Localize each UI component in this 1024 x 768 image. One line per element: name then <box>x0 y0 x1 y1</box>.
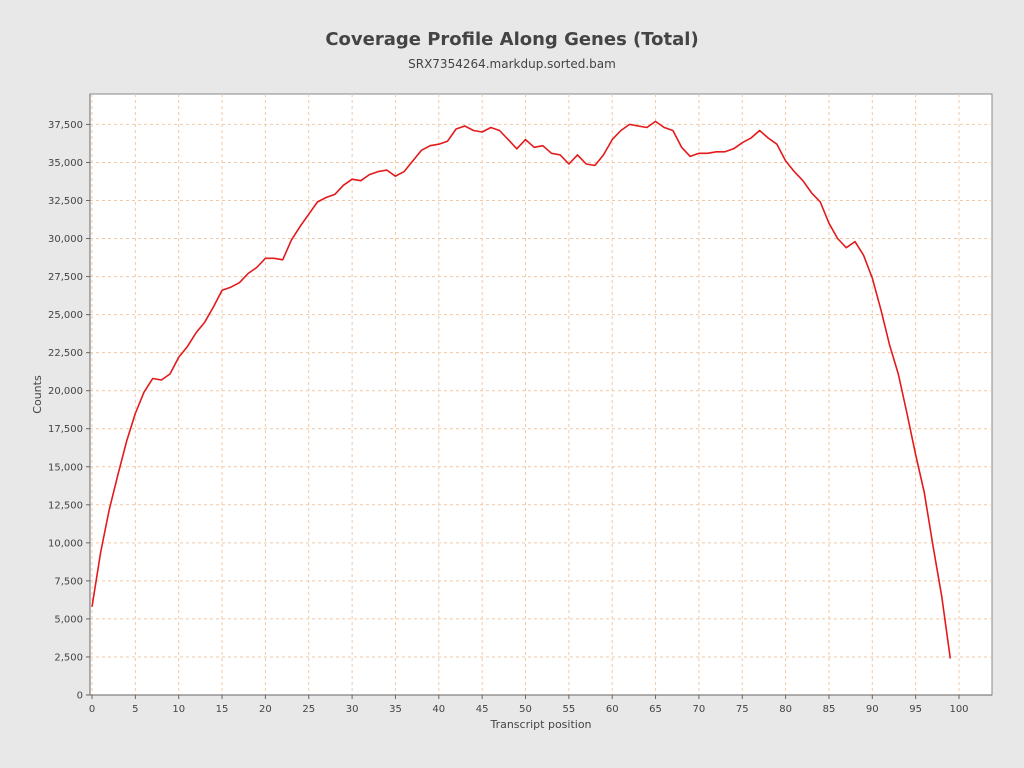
x-tick-label: 20 <box>259 704 272 715</box>
x-tick-label: 35 <box>389 704 402 715</box>
x-tick-label: 65 <box>649 704 662 715</box>
y-tick-label: 0 <box>77 691 83 702</box>
x-tick-label: 80 <box>779 704 792 715</box>
axis-labels: Transcript position Counts <box>31 375 592 731</box>
y-tick-label: 32,500 <box>48 196 83 207</box>
x-tick-label: 40 <box>432 704 445 715</box>
x-axis-label: Transcript position <box>489 718 591 731</box>
x-tick-label: 100 <box>949 704 968 715</box>
x-tick-label: 90 <box>866 704 879 715</box>
y-tick-label: 15,000 <box>48 462 83 473</box>
coverage-line <box>91 120 952 659</box>
y-tick-label: 2,500 <box>54 652 83 663</box>
series-layer <box>91 120 952 659</box>
x-tick-label: 10 <box>172 704 185 715</box>
x-tick-label: 25 <box>302 704 315 715</box>
x-tick-label: 85 <box>823 704 836 715</box>
y-tick-label: 17,500 <box>48 424 83 435</box>
y-tick-label: 22,500 <box>48 348 83 359</box>
x-tick-label: 55 <box>562 704 575 715</box>
x-tick-label: 70 <box>693 704 706 715</box>
x-tick-label: 50 <box>519 704 532 715</box>
y-tick-label: 10,000 <box>48 538 83 549</box>
x-tick-label: 15 <box>216 704 229 715</box>
x-tick-label: 75 <box>736 704 749 715</box>
x-tick-label: 95 <box>909 704 922 715</box>
plot-area <box>89 93 993 696</box>
chart-title: Coverage Profile Along Genes (Total) <box>325 29 699 50</box>
y-tick-label: 35,000 <box>48 158 83 169</box>
x-tick-label: 0 <box>89 704 95 715</box>
gridlines <box>90 94 992 695</box>
chart-subtitle: SRX7354264.markdup.sorted.bam <box>408 57 616 71</box>
y-tick-label: 27,500 <box>48 272 83 283</box>
axes: 0 5 10 15 20 25 30 35 40 45 50 55 60 65 70 75 80 85 90 95 10… <box>48 94 992 715</box>
y-tick-label: 25,000 <box>48 310 83 321</box>
y-tick-label: 30,000 <box>48 234 83 245</box>
y-axis-label: Counts <box>31 375 44 414</box>
x-tick-label: 5 <box>132 704 138 715</box>
y-tick-label: 7,500 <box>54 576 83 587</box>
y-tick-label: 37,500 <box>48 120 83 131</box>
x-tick-label: 60 <box>606 704 619 715</box>
y-tick-label: 20,000 <box>48 386 83 397</box>
y-tick-label: 12,500 <box>48 500 83 511</box>
y-tick-label: 5,000 <box>54 614 83 625</box>
x-tick-label: 30 <box>346 704 359 715</box>
x-tick-label: 45 <box>476 704 489 715</box>
